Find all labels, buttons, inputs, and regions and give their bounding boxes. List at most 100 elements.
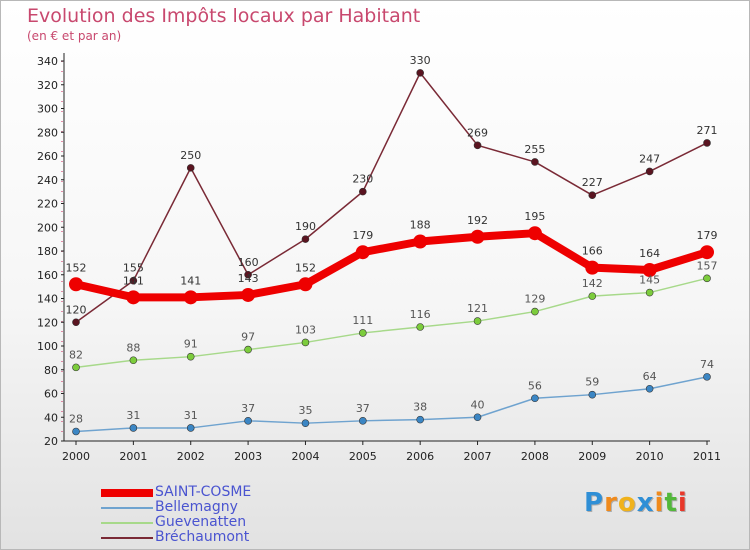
data-label-br-chaumont: 247 [639, 152, 660, 165]
chart-title: Evolution des Impôts locaux par Habitant [27, 5, 421, 27]
data-point-br-chaumont [703, 139, 711, 147]
data-point-bellemagny [186, 424, 195, 432]
logo-letter: i [677, 488, 688, 518]
data-label-bellemagny: 38 [413, 401, 427, 414]
data-point-bellemagny [703, 373, 711, 381]
x-tick-label: 2002 [177, 450, 205, 463]
series-line-guevenatten [75, 277, 708, 369]
series-line-bellemagny [75, 376, 708, 433]
data-point-saint-cosme [355, 245, 370, 260]
legend-swatch [101, 506, 153, 509]
y-tick-label: 40 [44, 411, 58, 424]
data-label-br-chaumont: 155 [123, 262, 144, 275]
data-label-saint-cosme: 152 [295, 261, 316, 274]
y-tick-label: 260 [37, 150, 58, 163]
data-label-saint-cosme: 179 [697, 229, 718, 242]
data-label-saint-cosme: 188 [410, 219, 431, 232]
data-point-saint-cosme [470, 229, 485, 244]
chart-subtitle: (en € et par an) [27, 29, 122, 43]
legend-label: SAINT-COSME [155, 484, 252, 500]
data-point-bellemagny [588, 390, 597, 399]
data-point-br-chaumont [359, 187, 367, 196]
data-point-bellemagny [244, 417, 252, 425]
data-label-bellemagny: 56 [528, 379, 542, 392]
y-tick-label: 300 [37, 103, 58, 116]
proxiti-logo: Proxiti [584, 488, 688, 518]
legend-label: Bréchaumont [155, 529, 250, 545]
x-tick-label: 2011 [693, 450, 721, 463]
y-tick-label: 100 [37, 340, 58, 353]
x-tick-label: 2007 [464, 450, 492, 463]
data-point-saint-cosme [241, 287, 256, 302]
data-point-guevenatten [301, 338, 310, 347]
data-label-guevenatten: 82 [69, 348, 83, 361]
data-point-saint-cosme [527, 226, 542, 241]
data-point-guevenatten [416, 323, 424, 331]
data-point-guevenatten [359, 329, 367, 337]
data-label-bellemagny: 74 [700, 358, 714, 371]
data-point-br-chaumont [645, 167, 654, 176]
data-label-guevenatten: 157 [697, 259, 718, 272]
x-tick-label: 2003 [234, 450, 262, 463]
y-tick-label: 80 [44, 364, 58, 377]
data-point-br-chaumont [301, 235, 310, 243]
data-point-bellemagny [416, 415, 424, 424]
data-point-guevenatten [645, 288, 654, 297]
x-tick-label: 2009 [578, 450, 606, 463]
data-point-br-chaumont [186, 164, 195, 172]
data-label-saint-cosme: 143 [238, 272, 259, 285]
data-point-bellemagny [301, 419, 310, 427]
legend-swatch [101, 488, 153, 497]
y-tick-label: 120 [37, 316, 58, 329]
data-point-bellemagny [531, 394, 539, 403]
data-label-br-chaumont: 330 [410, 54, 431, 67]
logo-letter: o [617, 488, 637, 518]
data-label-bellemagny: 31 [184, 409, 198, 422]
data-label-guevenatten: 88 [126, 341, 140, 354]
data-label-saint-cosme: 164 [639, 247, 660, 260]
data-label-saint-cosme: 141 [180, 274, 201, 287]
data-point-br-chaumont [129, 276, 138, 285]
data-point-guevenatten [244, 345, 252, 354]
data-label-guevenatten: 97 [241, 331, 255, 344]
data-label-bellemagny: 40 [471, 398, 485, 411]
data-label-saint-cosme: 141 [123, 274, 144, 287]
data-label-guevenatten: 145 [639, 274, 660, 287]
data-label-bellemagny: 28 [69, 413, 83, 426]
x-tick-label: 2004 [291, 450, 319, 463]
y-tick-label: 140 [37, 293, 58, 306]
data-label-br-chaumont: 269 [467, 126, 488, 139]
data-point-saint-cosme [126, 290, 141, 305]
data-point-guevenatten [72, 363, 80, 372]
series-line-br-chaumont [75, 72, 708, 323]
legend-label: Guevenatten [155, 514, 247, 530]
data-label-bellemagny: 31 [126, 409, 140, 422]
logo-letter: r [604, 488, 618, 518]
data-point-bellemagny [473, 413, 482, 422]
data-point-guevenatten [473, 317, 482, 325]
legend-label: Bellemagny [155, 499, 238, 515]
x-tick-label: 2008 [521, 450, 549, 463]
data-label-guevenatten: 116 [410, 308, 431, 321]
data-point-br-chaumont [416, 69, 424, 77]
data-point-saint-cosme [642, 263, 657, 277]
y-tick-label: 280 [37, 126, 58, 139]
y-tick-label: 60 [44, 388, 58, 401]
data-label-bellemagny: 59 [585, 376, 599, 389]
logo-letter: x [636, 488, 655, 518]
data-point-saint-cosme [413, 234, 428, 249]
x-tick-label: 2000 [62, 450, 90, 463]
data-point-saint-cosme [298, 277, 313, 292]
data-point-saint-cosme [585, 260, 600, 275]
y-tick-label: 200 [37, 221, 58, 234]
y-tick-label: 340 [37, 55, 58, 68]
data-label-br-chaumont: 250 [180, 149, 201, 162]
data-label-guevenatten: 142 [582, 277, 603, 290]
data-label-guevenatten: 111 [352, 314, 373, 327]
data-point-guevenatten [129, 356, 138, 365]
data-point-guevenatten [531, 307, 539, 316]
y-tick-label: 180 [37, 245, 58, 258]
series-line-saint-cosme [72, 229, 711, 302]
